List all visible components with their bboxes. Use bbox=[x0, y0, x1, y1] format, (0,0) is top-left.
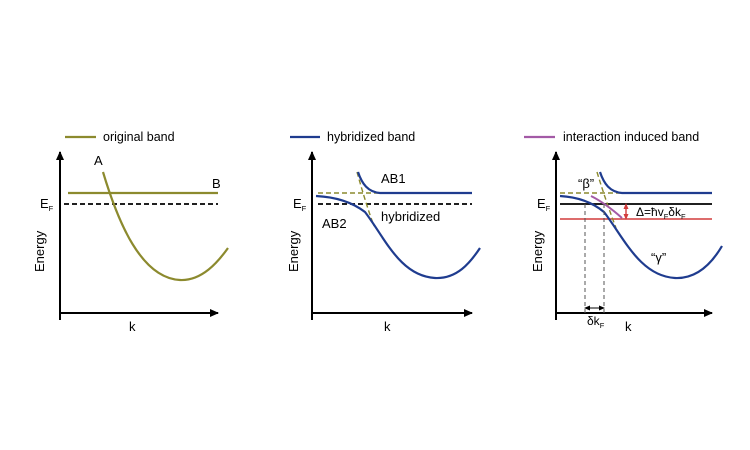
fermi-level-label: EF bbox=[293, 196, 307, 213]
y-axis-label: Energy bbox=[286, 230, 301, 272]
band-AB2 bbox=[315, 194, 481, 280]
legend-hybridized-band: hybridized band bbox=[327, 130, 415, 144]
legend-original-band: original band bbox=[103, 130, 175, 144]
panel-interaction-induced-band: interaction induced band Energy k EF δkF… bbox=[524, 130, 723, 334]
interaction-induced-band bbox=[590, 195, 623, 219]
label-AB1: AB1 bbox=[381, 171, 406, 186]
label-beta: “β” bbox=[578, 176, 594, 191]
y-axis-label: Energy bbox=[32, 230, 47, 272]
x-axis-label: k bbox=[129, 319, 136, 334]
panel-original-band: original band Energy k EF A B bbox=[32, 130, 229, 334]
label-gamma: “γ” bbox=[651, 250, 666, 265]
x-axis-label: k bbox=[625, 319, 632, 334]
band-AB1 bbox=[356, 171, 472, 195]
legend-interaction-induced-band: interaction induced band bbox=[563, 130, 699, 144]
x-axis-label: k bbox=[384, 319, 391, 334]
original-dispersive-band-guide bbox=[356, 171, 375, 227]
label-A: A bbox=[94, 153, 103, 168]
label-B: B bbox=[212, 176, 221, 191]
gap-label: Δ=ħvFδkF bbox=[636, 205, 686, 221]
band-lower bbox=[559, 194, 723, 280]
panel-hybridized-band: hybridized band Energy k EF AB1 AB2 hybr… bbox=[286, 130, 481, 334]
y-axis-label: Energy bbox=[530, 230, 545, 272]
label-AB2: AB2 bbox=[322, 216, 347, 231]
delta-kf-label: δkF bbox=[587, 314, 605, 330]
label-hybridized: hybridized bbox=[381, 209, 440, 224]
dispersive-band-A bbox=[101, 171, 229, 282]
fermi-level-label: EF bbox=[537, 196, 551, 213]
band-upper bbox=[598, 171, 712, 195]
fermi-level-label: EF bbox=[40, 196, 54, 213]
